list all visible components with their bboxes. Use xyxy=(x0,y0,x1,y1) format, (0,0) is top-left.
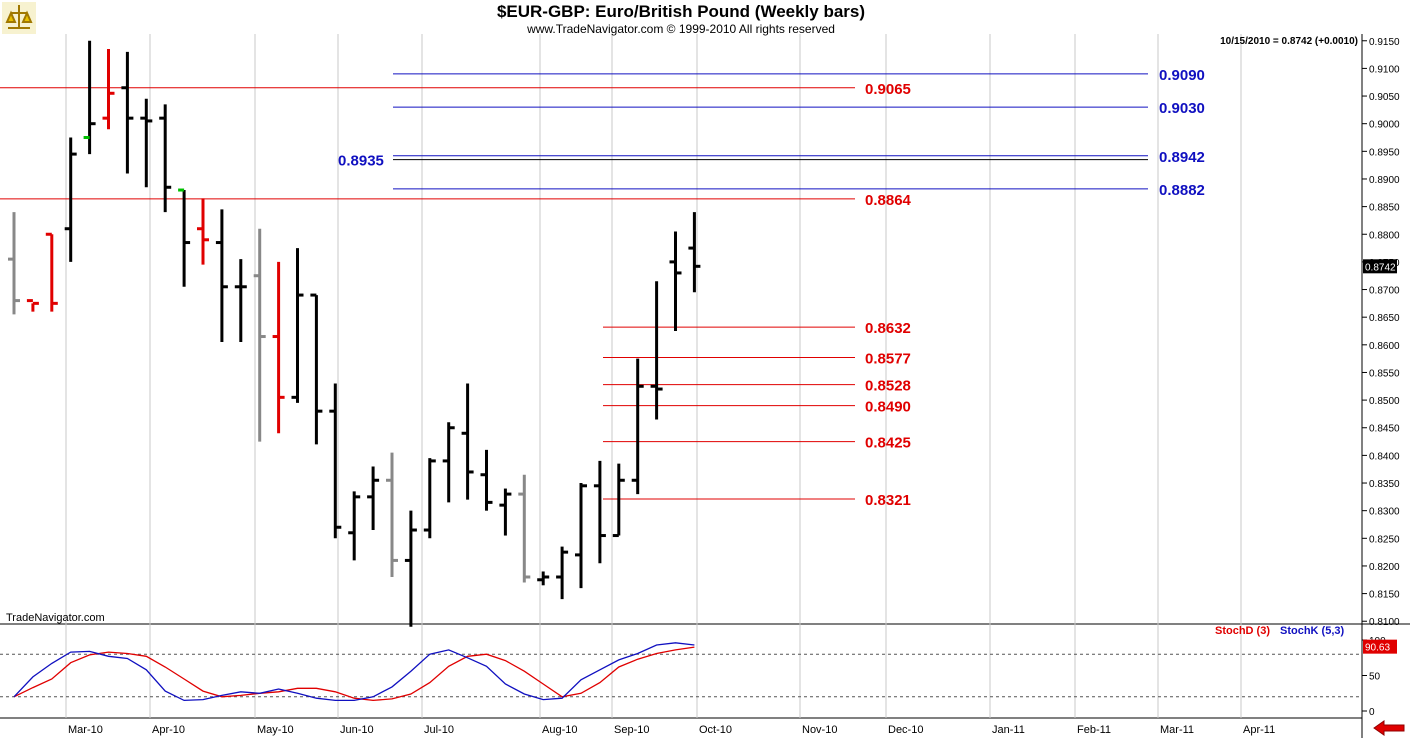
y-tick-label: 0.8650 xyxy=(1369,313,1400,324)
last-price-box xyxy=(1363,259,1397,274)
last-price-label: 0.8742 xyxy=(1365,262,1396,273)
red-level-label: 0.8864 xyxy=(865,192,912,209)
y-tick-label: 0.8450 xyxy=(1369,424,1400,435)
red-level-label: 0.8490 xyxy=(865,399,911,416)
osc-tick-label: 50 xyxy=(1369,672,1381,683)
x-tick-label: Jul-10 xyxy=(424,724,454,736)
x-tick-label: Mar-11 xyxy=(1160,724,1194,736)
y-tick-label: 0.8950 xyxy=(1369,147,1400,158)
chart-copyright: www.TradeNavigator.com © 1999-2010 All r… xyxy=(527,22,835,36)
x-tick-label: Aug-10 xyxy=(542,724,577,736)
blue-level-label: 0.9090 xyxy=(1159,67,1205,84)
x-tick-label: May-10 xyxy=(257,724,294,736)
brand-watermark: TradeNavigator.com xyxy=(6,612,105,624)
y-tick-label: 0.8700 xyxy=(1369,286,1400,297)
y-tick-label: 0.9000 xyxy=(1369,120,1400,131)
blue-level-label: 0.8942 xyxy=(1159,149,1205,166)
quote-stamp: 10/15/2010 = 0.8742 (+0.0010) xyxy=(1220,36,1358,47)
x-tick-label: Apr-10 xyxy=(152,724,185,736)
x-tick-label: Mar-10 xyxy=(68,724,103,736)
y-tick-label: 0.9100 xyxy=(1369,64,1400,75)
y-tick-label: 0.8100 xyxy=(1369,617,1400,628)
red-level-label: 0.8632 xyxy=(865,320,911,337)
x-tick-label: Jan-11 xyxy=(992,724,1025,736)
blue-level-label: 0.8882 xyxy=(1159,182,1205,199)
x-tick-label: Apr-11 xyxy=(1243,724,1275,736)
y-tick-label: 0.8550 xyxy=(1369,368,1400,379)
y-tick-label: 0.8250 xyxy=(1369,534,1400,545)
y-tick-label: 0.8200 xyxy=(1369,562,1400,573)
y-tick-label: 0.8900 xyxy=(1369,175,1400,186)
y-tick-label: 0.8850 xyxy=(1369,203,1400,214)
y-tick-label: 0.9050 xyxy=(1369,92,1400,103)
osc-series-line xyxy=(13,642,695,702)
y-tick-label: 0.8600 xyxy=(1369,341,1400,352)
x-tick-label: Dec-10 xyxy=(888,724,923,736)
x-tick-label: Oct-10 xyxy=(699,724,732,736)
red-level-label: 0.8321 xyxy=(865,492,911,509)
stoch-d-legend: StochD (3) xyxy=(1215,625,1270,637)
osc-series-line xyxy=(13,646,695,702)
x-tick-label: Nov-10 xyxy=(802,724,837,736)
red-level-label: 0.9065 xyxy=(865,81,911,98)
y-tick-label: 0.8500 xyxy=(1369,396,1400,407)
back-arrow-icon[interactable] xyxy=(1372,720,1406,736)
red-level-label: 0.8425 xyxy=(865,435,911,452)
red-level-label: 0.8528 xyxy=(865,378,911,395)
trade-navigator-logo-icon[interactable] xyxy=(2,2,36,34)
y-tick-label: 0.8150 xyxy=(1369,590,1400,601)
y-tick-label: 0.9150 xyxy=(1369,37,1400,48)
y-tick-label: 0.8350 xyxy=(1369,479,1400,490)
y-tick-label: 0.8300 xyxy=(1369,507,1400,518)
osc-tick-label: 0 xyxy=(1369,707,1375,718)
black-level-label: 0.8935 xyxy=(338,153,384,170)
chart-title: $EUR-GBP: Euro/British Pound (Weekly bar… xyxy=(496,2,866,21)
osc-last-value-label: 90.63 xyxy=(1365,643,1390,654)
blue-level-label: 0.9030 xyxy=(1159,100,1205,117)
x-tick-label: Sep-10 xyxy=(614,724,649,736)
y-tick-label: 0.8400 xyxy=(1369,451,1400,462)
y-tick-label: 0.8800 xyxy=(1369,230,1400,241)
x-tick-label: Jun-10 xyxy=(340,724,374,736)
stoch-k-legend: StochK (5,3) xyxy=(1280,625,1345,637)
red-level-label: 0.8577 xyxy=(865,351,911,368)
osc-last-value-box xyxy=(1363,639,1397,654)
x-tick-label: Feb-11 xyxy=(1077,724,1111,736)
